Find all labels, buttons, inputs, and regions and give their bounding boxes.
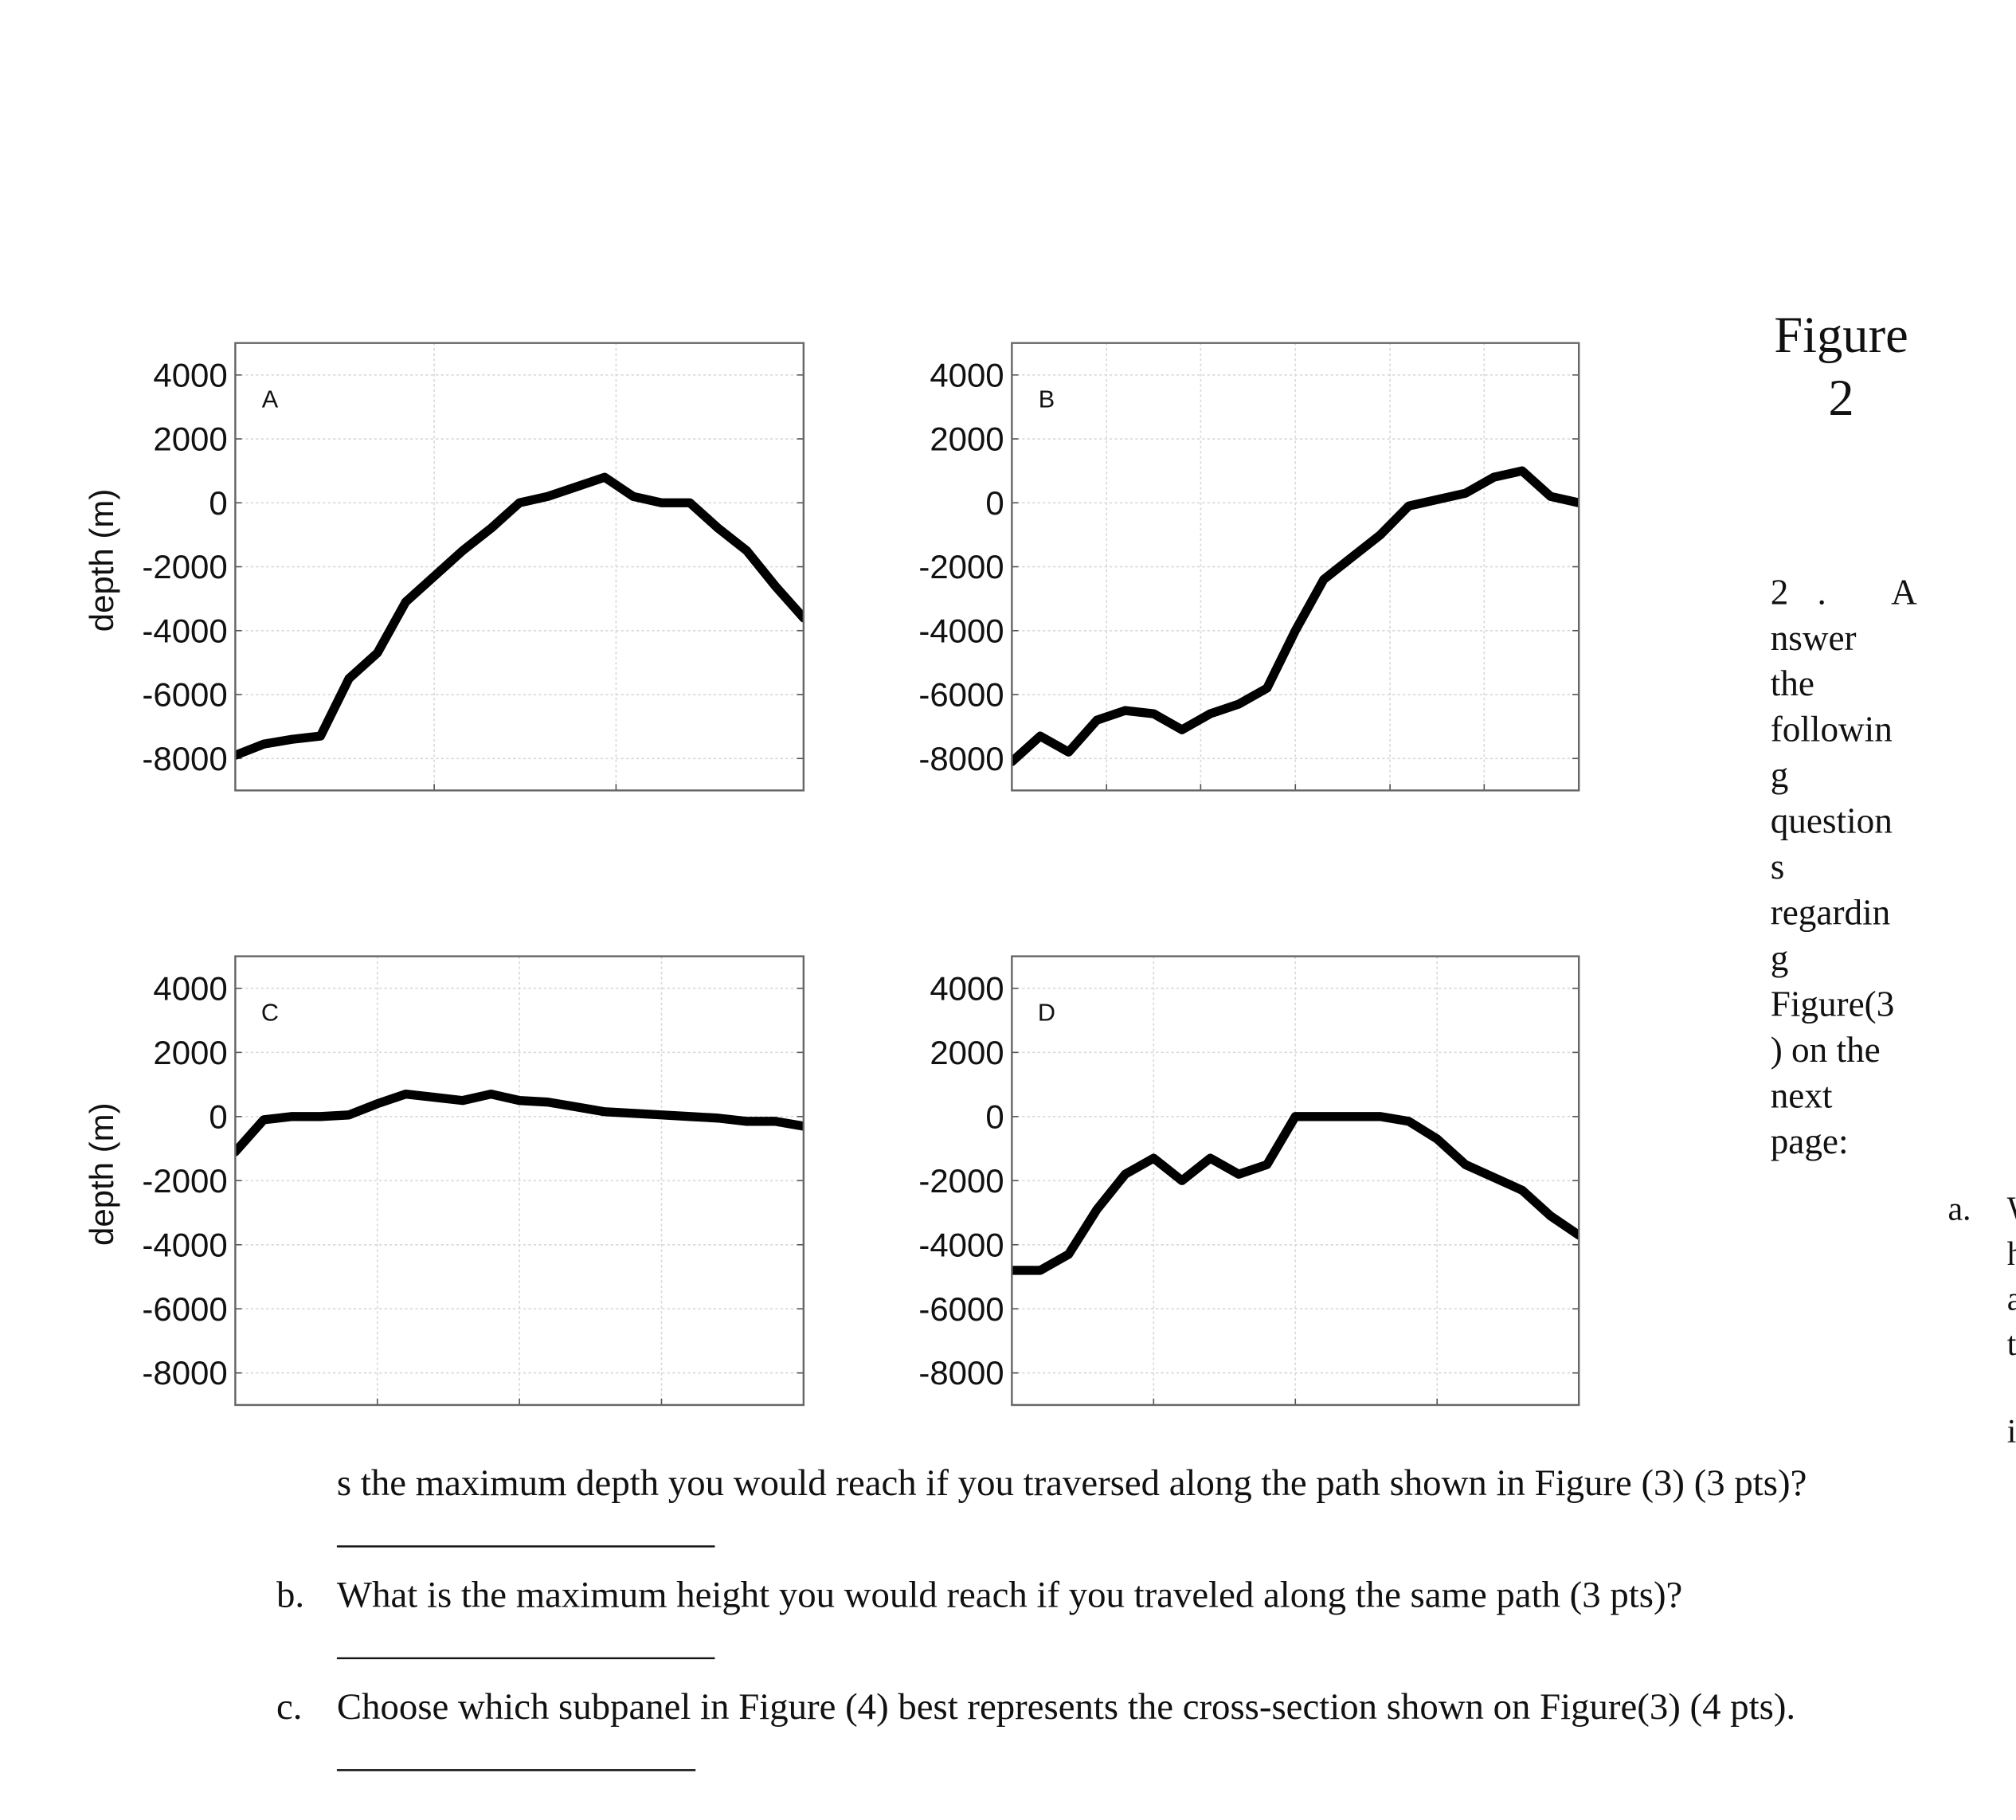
y-tick-label: 2000: [930, 421, 1004, 458]
y-tick-label: 4000: [153, 356, 227, 393]
y-tick-label: -4000: [918, 612, 1004, 649]
y-axis-label: depth (m): [83, 1102, 120, 1246]
plot-frame: [1011, 342, 1580, 792]
plot-frame: [234, 342, 805, 792]
y-tick-label: -4000: [142, 612, 227, 649]
y-tick-label: -6000: [918, 676, 1004, 714]
chart: -8000 -6000 -4000 -2000 0 2000 4000 D: [918, 955, 1580, 1407]
y-tick-label: -2000: [918, 1162, 1004, 1200]
question-fragment: a: [2007, 1282, 2016, 1318]
question-marker: a.: [1947, 1192, 1971, 1228]
y-tick-label: -8000: [142, 740, 227, 777]
figure-caption: 2: [1828, 369, 1854, 426]
instruction-line: question: [1771, 801, 1893, 841]
instruction-line: regardin: [1771, 893, 1891, 933]
panel-label: D: [1038, 999, 1055, 1026]
question-fragment: t: [2007, 1326, 2016, 1363]
profile-line: [235, 472, 804, 760]
chart: -8000 -6000 -4000 -2000 0 2000 4000 B: [918, 342, 1580, 792]
y-tick-label: 0: [985, 484, 1004, 522]
y-tick-label: -8000: [142, 1354, 227, 1391]
y-tick-label: -4000: [918, 1226, 1004, 1263]
y-tick-label: 2000: [153, 1034, 227, 1071]
question-fragment: i: [2007, 1414, 2016, 1450]
instruction-line: g: [1771, 938, 1789, 978]
question-fragment: h: [2007, 1236, 2016, 1273]
question-marker: c.: [276, 1686, 302, 1728]
y-axis-label: depth (m): [83, 489, 120, 632]
plot: [1012, 466, 1580, 766]
profile-line: [235, 1089, 804, 1157]
plot-frame: [234, 955, 805, 1407]
y-tick-label: 2000: [153, 421, 227, 458]
y-tick-label: 0: [209, 1098, 227, 1135]
plot-frame: [1011, 955, 1580, 1407]
question-text: What is the maximum height you would rea…: [337, 1574, 1682, 1615]
question-fragments: What i: [2007, 1192, 2016, 1450]
instruction-line: s: [1771, 847, 1785, 887]
plot: [235, 1089, 804, 1157]
y-tick-label: -6000: [142, 676, 227, 714]
panel-label: A: [262, 386, 279, 413]
plot: [235, 472, 804, 760]
y-tick-label: -6000: [918, 1290, 1004, 1328]
question-fragment: W: [2007, 1192, 2016, 1228]
panel-label: C: [261, 999, 279, 1026]
instruction-line: next: [1771, 1075, 1833, 1115]
y-tick-label: 4000: [930, 969, 1004, 1007]
question-text: s the maximum depth you would reach if y…: [337, 1462, 1807, 1504]
y-tick-label: -2000: [142, 1162, 227, 1200]
panel-label: B: [1039, 386, 1055, 413]
y-tick-label: 0: [985, 1098, 1004, 1135]
y-tick-label: 4000: [930, 356, 1004, 393]
plot: [1012, 1112, 1580, 1275]
profile-line: [1012, 1112, 1580, 1275]
y-tick-label: 2000: [930, 1034, 1004, 1071]
y-tick-label: -4000: [142, 1226, 227, 1263]
y-tick-label: -2000: [142, 548, 227, 585]
y-tick-label: -8000: [918, 1354, 1004, 1391]
instruction-line: nswer: [1771, 618, 1857, 658]
question-marker: b.: [276, 1574, 304, 1615]
y-tick-label: -2000: [918, 548, 1004, 585]
y-tick-label: -8000: [918, 740, 1004, 777]
y-tick-label: -6000: [142, 1290, 227, 1328]
instruction-line: page:: [1771, 1121, 1849, 1161]
figure-caption: Figure: [1774, 306, 1908, 363]
profile-line: [1012, 466, 1580, 766]
instruction-line: ) on the: [1771, 1030, 1881, 1070]
instruction-line: Figure(3: [1771, 984, 1895, 1024]
y-tick-label: 0: [209, 484, 227, 522]
instruction-line: the: [1771, 663, 1814, 703]
question-text: Choose which subpanel in Figure (4) best…: [337, 1686, 1795, 1728]
instruction-line: followin: [1771, 710, 1893, 750]
instruction-line: g: [1771, 755, 1789, 795]
y-tick-label: 4000: [153, 969, 227, 1007]
